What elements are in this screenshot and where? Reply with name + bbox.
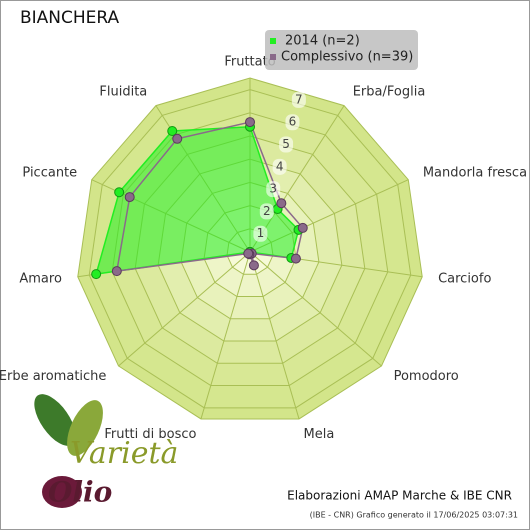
tick-label-bg [259,203,274,220]
data-point [290,253,301,264]
axis-label: Fluidita [99,85,147,100]
y-tick-label: 1 [257,226,265,240]
axis-label: Carciofo [438,272,491,287]
tick-label-bg [291,91,306,108]
axis-label: Mela [304,427,335,442]
y-tick-label: 4 [276,159,284,173]
legend-swatch [270,38,276,44]
series-area [115,121,304,273]
data-point [297,222,308,233]
axis-spoke [200,251,251,420]
axis-label: Erbe aromatiche [0,369,106,384]
tick-label-bg [253,225,268,242]
logo-olive [42,476,82,508]
data-point [114,187,125,198]
axis-label: Frutti di bosco [104,427,196,442]
legend: 2014 (n=2)Complessivo (n=39) [265,30,418,70]
data-point [276,198,287,209]
y-tick-label: 3 [269,182,277,196]
logo: Varietà Olio [34,394,178,509]
y-tick-label: 2 [263,204,271,218]
tick-label-bg [272,158,287,175]
data-point [111,266,122,277]
credit: Elaborazioni AMAP Marche & IBE CNR [287,489,512,503]
logo-leaf [67,400,103,456]
data-point [167,125,178,136]
legend-box [265,30,418,70]
logo-text: Varietà [70,436,178,471]
data-point [172,133,183,144]
footnote: (IBE - CNR) Grafico generato il 17/06/20… [310,511,518,520]
axis-spoke [249,251,382,367]
axis-label: Piccante [22,166,77,181]
chart-title: BIANCHERA [20,8,120,28]
axis-label: Mandorla fresca [423,166,527,181]
y-tick-label: 6 [289,115,297,129]
data-point [245,117,255,128]
y-tick-label: 5 [282,137,290,151]
axis-spoke [249,251,300,420]
tick-label-bg [285,114,300,131]
axis-label: Pomodoro [394,369,459,384]
legend-swatch [270,54,276,60]
legend-label: Complessivo (n=39) [281,50,413,65]
data-point [248,260,259,271]
data-point [243,248,254,259]
data-point [91,269,102,280]
legend-label: 2014 (n=2) [285,34,360,49]
axis-label: Fruttato [224,55,275,70]
tick-label-bg [279,136,294,153]
data-point [124,192,135,203]
tick-label-bg [266,181,281,198]
logo-leaf [34,394,76,446]
axis-label: Amaro [19,272,62,287]
axis-label: Erba/Foglia [353,85,426,100]
y-tick-label: 7 [295,92,303,106]
logo-text: Olio [48,476,112,509]
axis-spoke [118,251,251,367]
